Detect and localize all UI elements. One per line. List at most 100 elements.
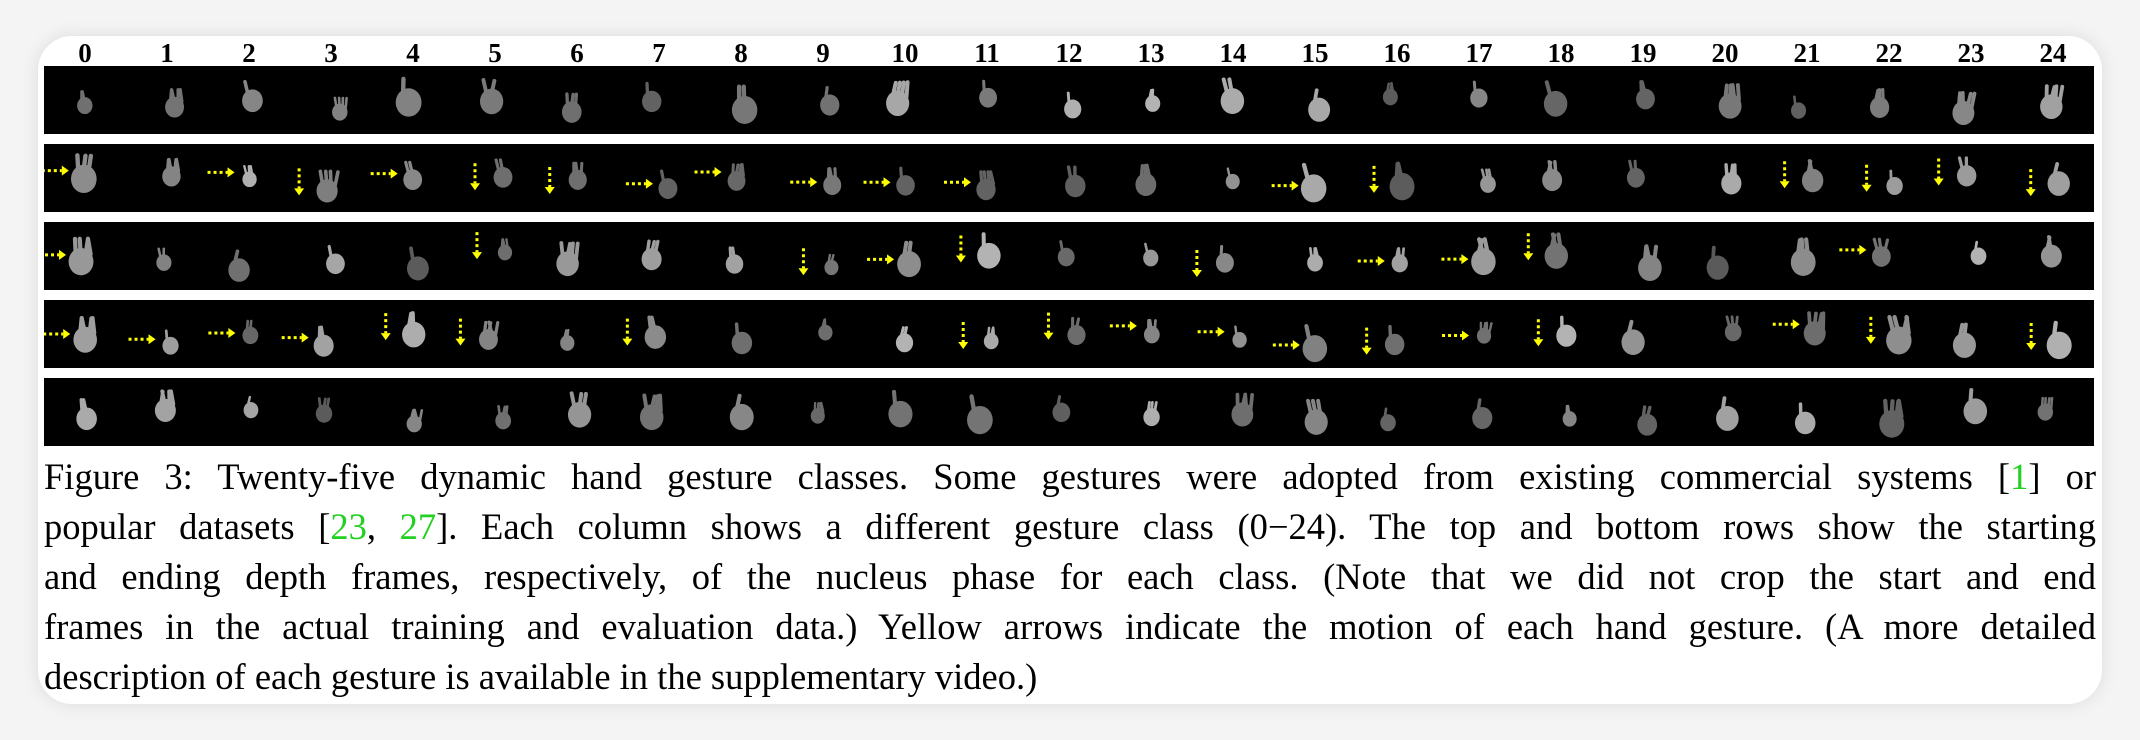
hand-frame-r3-c18: [1523, 232, 1569, 269]
hand-frame-r1-c3: [332, 96, 348, 121]
hand-frame-r2-c5: [470, 158, 513, 191]
citation-link[interactable]: 23: [330, 506, 367, 547]
motion-arrow-head: [1129, 320, 1137, 331]
hand-frame-r5-c22: [1879, 398, 1905, 438]
caption-text: frames in the actual training and evalua…: [44, 606, 2096, 647]
hand-frame-r3-c10: [867, 240, 921, 278]
caption-text: ]. Each column shows a different gesture…: [436, 506, 2096, 547]
motion-arrow-head: [887, 254, 895, 265]
hand-frame-r1-c5: [479, 78, 504, 115]
hand-frame-r5-c21: [1794, 402, 1816, 435]
motion-arrow-head: [1861, 184, 1872, 192]
motion-arrow-head: [1043, 332, 1054, 340]
hand-frame-r3-c22: [1839, 237, 1891, 267]
hand-frame-r3-c13: [1143, 242, 1159, 267]
motion-arrow-head: [1523, 253, 1534, 261]
column-label-3: 3: [324, 38, 338, 68]
column-label-1: 1: [160, 38, 174, 68]
hand-frame-r2-c16: [1369, 161, 1415, 201]
hand-frame-r4-c14: [1197, 325, 1247, 348]
caption-line-2: popular datasets [23, 27]. Each column s…: [44, 502, 2096, 552]
column-label-0: 0: [78, 38, 92, 68]
motion-arrow-head: [380, 333, 391, 341]
motion-arrow-head: [714, 166, 722, 177]
frame-row-3: [44, 222, 2094, 290]
hand-frame-r3-c15: [1307, 247, 1323, 272]
column-label-15: 15: [1301, 38, 1329, 68]
caption-text: ] or: [2028, 456, 2096, 497]
hand-frame-r3-c3: [326, 244, 345, 275]
motion-arrow-head: [963, 177, 971, 188]
hand-frame-r4-c8: [731, 322, 753, 355]
motion-arrow-head: [61, 165, 69, 176]
caption-line-3: and ending depth frames, respectively, o…: [44, 552, 2096, 602]
frame-row-graphic: [44, 153, 2070, 203]
hand-frame-r3-c23: [1970, 240, 1987, 265]
hand-frame-r5-c2: [243, 395, 259, 419]
hand-frame-r2-c2: [207, 164, 257, 188]
caption-line-4: frames in the actual training and evalua…: [44, 602, 2096, 652]
motion-arrow-head: [2026, 343, 2037, 351]
motion-arrow-head: [148, 334, 156, 345]
motion-arrow-head: [63, 328, 71, 339]
hand-frame-r2-c7: [625, 169, 678, 199]
hand-frame-r1-c0: [77, 90, 93, 115]
gesture-frame-grid: [44, 66, 2094, 448]
hand-frame-r3-c12: [1057, 240, 1075, 267]
hand-frame-r2-c21: [1779, 159, 1824, 193]
hand-frame-r1-c20: [1718, 83, 1742, 119]
column-label-13: 13: [1137, 38, 1165, 68]
frame-row-4: [44, 300, 2094, 368]
column-label-6: 6: [570, 38, 584, 68]
motion-arrow-head: [1779, 181, 1790, 189]
hand-frame-r4-c18: [1533, 315, 1577, 347]
hand-frame-r4-c1: [128, 329, 179, 355]
motion-arrow-head: [883, 177, 891, 188]
hand-frame-r5-c3: [315, 397, 333, 423]
hand-frame-r3-c8: [725, 246, 744, 274]
motion-arrow-head: [1865, 336, 1876, 344]
hand-frame-r5-c6: [567, 391, 592, 428]
hand-frame-r1-c7: [642, 81, 662, 113]
hand-frame-r1-c15: [1308, 88, 1331, 122]
hand-frame-r5-c9: [810, 401, 825, 424]
hand-frame-r3-c11: [955, 232, 1001, 269]
motion-arrow-head: [455, 338, 466, 346]
hand-frame-r4-c15: [1272, 323, 1328, 363]
caption-text: and ending depth frames, respectively, o…: [44, 556, 2096, 597]
hand-frame-r2-c6: [544, 161, 587, 194]
hand-frame-r2-c8: [694, 163, 746, 191]
hand-frame-r5-c12: [1052, 395, 1071, 423]
motion-arrow-head: [59, 249, 67, 260]
hand-frame-r4-c24: [2026, 320, 2072, 360]
hand-frame-r2-c4: [370, 160, 423, 191]
motion-arrow-head: [1933, 178, 1944, 186]
hand-frame-r1-c22: [1869, 88, 1890, 118]
hand-frame-r1-c8: [731, 84, 758, 124]
hand-frame-r4-c20: [1724, 315, 1742, 342]
hand-frame-r5-c15: [1304, 398, 1328, 435]
hand-frame-r4-c9: [818, 318, 833, 341]
citation-link[interactable]: 1: [2010, 456, 2029, 497]
motion-arrow-head: [1291, 180, 1299, 191]
column-labels: 0 1 2 3 4 5 6 7 8 9 10 11 12 13 14 15 16 17 18 19 20 21 22 23 24: [44, 38, 2094, 68]
hand-frame-r4-c2: [208, 319, 259, 345]
citation-link[interactable]: 27: [399, 506, 437, 547]
hand-frame-r5-c1: [154, 389, 176, 423]
column-label-21: 21: [1793, 38, 1821, 68]
motion-arrow-head: [1462, 330, 1470, 341]
motion-arrow-head: [798, 268, 809, 276]
motion-arrow-head: [1191, 269, 1202, 277]
hand-frame-r1-c1: [165, 88, 185, 118]
hand-frame-r2-c3: [294, 168, 340, 203]
column-label-12: 12: [1055, 38, 1083, 68]
hand-frame-r5-c17: [1472, 398, 1493, 430]
hand-frame-r1-c14: [1220, 77, 1245, 114]
hand-frame-r2-c15: [1271, 162, 1327, 203]
hand-frame-r4-c5: [455, 318, 500, 350]
column-label-5: 5: [488, 38, 502, 68]
hand-frame-r2-c20: [1721, 163, 1742, 195]
hand-frame-r4-c23: [1952, 322, 1976, 358]
hand-frame-r2-c1: [162, 157, 181, 187]
caption-text: Figure 3: Twenty-five dynamic hand gestu…: [44, 456, 2011, 497]
